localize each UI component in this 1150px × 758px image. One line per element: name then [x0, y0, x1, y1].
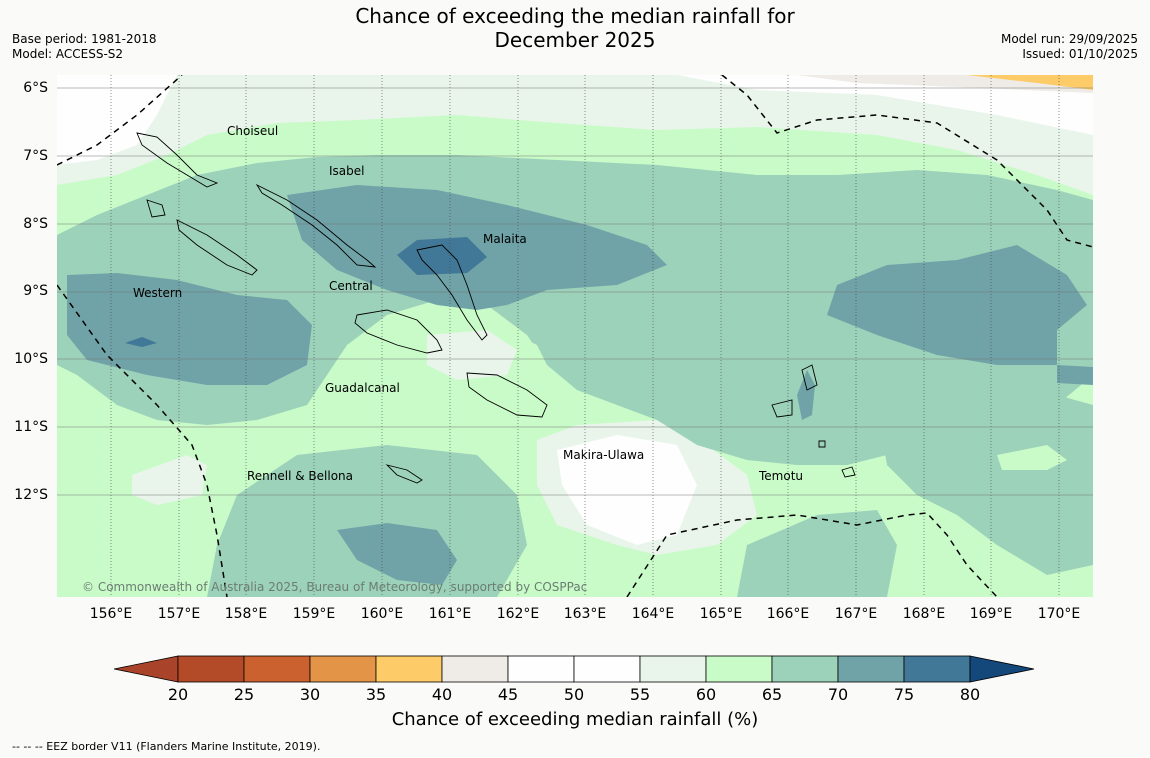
- chart-title: Chance of exceeding the median rainfall …: [0, 4, 1150, 52]
- colorbar-tick-50: 50: [563, 685, 585, 704]
- colorbar-segment: [771, 655, 839, 683]
- issued-date: Issued: 01/10/2025: [1022, 47, 1138, 61]
- contour-65-70-east: [877, 395, 1093, 575]
- contour-70-75-east-edge: [1057, 365, 1093, 385]
- region-label-central: Central: [329, 279, 373, 293]
- copyright-notice: © Commonwealth of Australia 2025, Bureau…: [82, 580, 588, 594]
- lon-label-158e: 158°E: [224, 606, 268, 622]
- colorbar-segment: [639, 655, 707, 683]
- contour-70-75-east: [827, 245, 1087, 365]
- lon-label-159e: 159°E: [292, 606, 336, 622]
- region-label-guadalcanal: Guadalcanal: [325, 381, 400, 395]
- colorbar-tick-30: 30: [299, 685, 321, 704]
- lon-label-162e: 162°E: [496, 606, 540, 622]
- contour-70-75-western: [67, 273, 312, 385]
- colorbar-tick-25: 25: [233, 685, 255, 704]
- colorbar-segment: [243, 655, 311, 683]
- colorbar-segment: [177, 655, 245, 683]
- contour-55-60-north: [57, 75, 1093, 195]
- region-label-choiseul: Choiseul: [227, 124, 278, 138]
- lat-label-10s: 10°S: [14, 351, 48, 367]
- model-name: Model: ACCESS-S2: [12, 47, 124, 61]
- colorbar-segment: [837, 655, 905, 683]
- colorbar-tick-20: 20: [167, 685, 189, 704]
- colorbar-extend-high: [969, 655, 1035, 683]
- contour-35-40: [967, 75, 1093, 90]
- title-line-1: Chance of exceeding the median rainfall …: [355, 4, 795, 28]
- contour-75-80-west: [125, 337, 157, 347]
- lon-label-156e: 156°E: [89, 606, 133, 622]
- lon-label-168e: 168°E: [902, 606, 946, 622]
- colorbar-title: Chance of exceeding median rainfall (%): [391, 709, 759, 730]
- contour-50-55-south: [557, 435, 697, 545]
- run-info: Model run: 29/09/2025 Issued: 01/10/2025: [1001, 32, 1138, 62]
- lon-label-165e: 165°E: [699, 606, 743, 622]
- rainfall-map: Choiseul Isabel Malaita Western Central …: [57, 75, 1093, 597]
- lat-label-6s: 6°S: [23, 80, 48, 96]
- colorbar-tick-35: 35: [365, 685, 387, 704]
- colorbar-tick-70: 70: [827, 685, 849, 704]
- lon-label-167e: 167°E: [834, 606, 878, 622]
- contour-60-65-east-hole: [997, 445, 1067, 470]
- colorbar: [114, 655, 1035, 683]
- lat-label-12s: 12°S: [14, 487, 48, 503]
- colorbar-tick-75: 75: [893, 685, 915, 704]
- colorbar-tick-80: 80: [959, 685, 981, 704]
- colorbar-tick-45: 45: [497, 685, 519, 704]
- lon-label-163e: 163°E: [563, 606, 607, 622]
- contour-70-75-south: [337, 523, 457, 585]
- colorbar-tick-55: 55: [629, 685, 651, 704]
- contour-75-80-malaita: [397, 237, 487, 275]
- title-line-2: December 2025: [494, 28, 656, 52]
- lat-label-9s: 9°S: [23, 283, 48, 299]
- region-label-rennell-bellona: Rennell & Bellona: [247, 469, 353, 483]
- lat-label-11s: 11°S: [14, 419, 48, 435]
- region-label-malaita: Malaita: [483, 232, 527, 246]
- colorbar-extend-low: [114, 655, 179, 683]
- lon-label-160e: 160°E: [360, 606, 404, 622]
- lat-label-8s: 8°S: [23, 216, 48, 232]
- lat-label-7s: 7°S: [23, 148, 48, 164]
- colorbar-tick-65: 65: [761, 685, 783, 704]
- grid-meridians: [110, 75, 1060, 597]
- base-period: Base period: 1981-2018: [12, 32, 157, 46]
- region-label-isabel: Isabel: [329, 164, 364, 178]
- coastlines: [136, 132, 856, 484]
- region-label-makira-ulawa: Makira-Ulawa: [563, 448, 644, 462]
- colorbar-segment: [705, 655, 773, 683]
- eez-border: [57, 75, 1093, 597]
- region-label-temotu: Temotu: [758, 469, 803, 483]
- eez-footnote: -- -- -- EEZ border V11 (Flanders Marine…: [12, 740, 321, 753]
- lon-label-157e: 157°E: [157, 606, 201, 622]
- contour-65-70-se: [737, 510, 897, 597]
- contour-55-60-sw: [132, 455, 207, 505]
- colorbar-tick-60: 60: [695, 685, 717, 704]
- colorbar-segment: [573, 655, 641, 683]
- model-info: Base period: 1981-2018 Model: ACCESS-S2: [12, 32, 157, 62]
- colorbar-tick-40: 40: [431, 685, 453, 704]
- colorbar-segment: [309, 655, 377, 683]
- contour-70-75-temotu: [797, 370, 815, 420]
- colorbar-segment: [375, 655, 443, 683]
- lon-label-166e: 166°E: [766, 606, 810, 622]
- region-label-western: Western: [133, 286, 182, 300]
- contour-55-60-guadalcanal: [427, 330, 517, 380]
- lon-label-161e: 161°E: [428, 606, 472, 622]
- colorbar-segment: [507, 655, 575, 683]
- colorbar-segment: [441, 655, 509, 683]
- lon-label-164e: 164°E: [631, 606, 675, 622]
- lon-label-170e: 170°E: [1037, 606, 1081, 622]
- contour-50-55-nw: [57, 75, 177, 165]
- model-run: Model run: 29/09/2025: [1000, 32, 1138, 46]
- grid-parallels: [57, 87, 1093, 496]
- contour-50-55-ne: [677, 75, 1093, 135]
- lon-label-169e: 169°E: [969, 606, 1013, 622]
- colorbar-segment: [903, 655, 971, 683]
